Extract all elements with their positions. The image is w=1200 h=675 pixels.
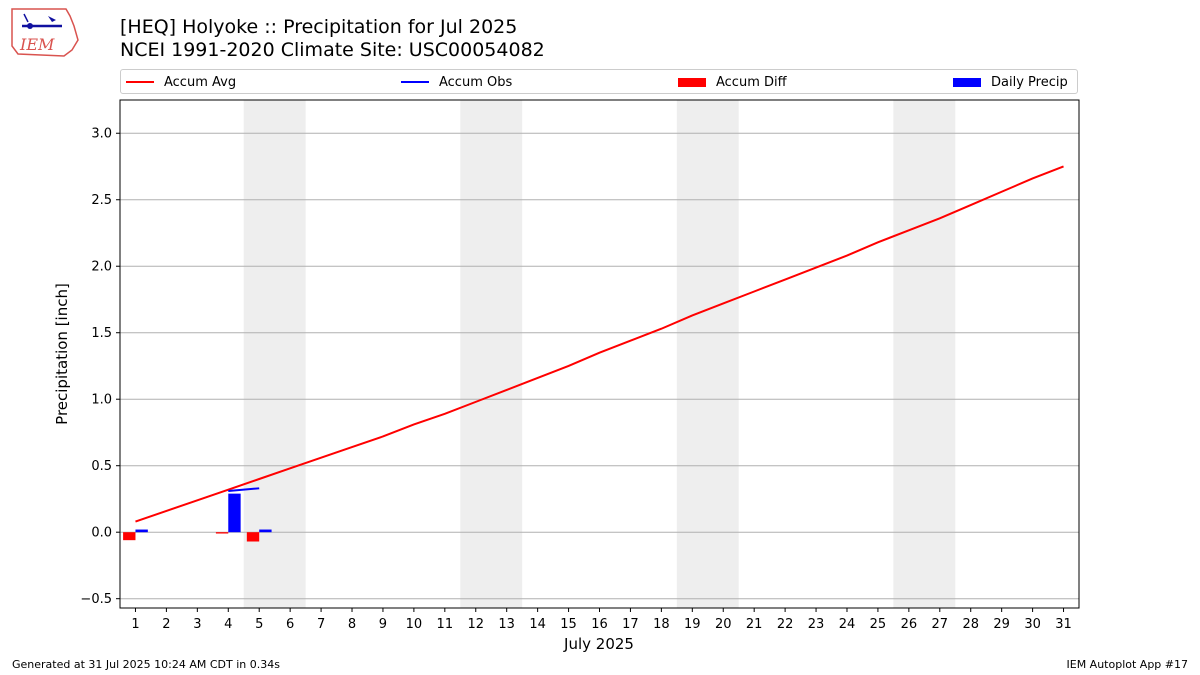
chart-legend: Accum Avg Accum Obs Accum Diff Daily Pre… (120, 69, 1078, 94)
x-tick-label: 8 (348, 617, 356, 632)
x-tick-label: 23 (808, 617, 825, 632)
daily-precip-bar-day-5 (259, 529, 272, 533)
weekend-band-4 (893, 100, 956, 608)
weekend-band-3 (676, 100, 739, 608)
x-tick-label: 7 (317, 617, 325, 632)
y-tick-label: 2.0 (91, 260, 112, 275)
x-tick-label: 9 (379, 617, 387, 632)
grid-lines (120, 132, 1079, 600)
y-tick-label: 0.5 (91, 459, 112, 474)
daily-precip-bar-day-1 (135, 529, 148, 533)
x-tick-label: 11 (437, 617, 454, 632)
y-tick-label: 3.0 (91, 127, 112, 142)
legend-item-accum-obs: Accum Obs (401, 74, 512, 90)
legend-item-daily-precip: Daily Precip (953, 74, 1068, 90)
legend-swatch-accum-avg (126, 81, 154, 83)
logo-text: IEM (19, 35, 55, 54)
x-tick-label: 1 (131, 617, 139, 632)
x-tick-label: 28 (962, 617, 979, 632)
x-axis-label: July 2025 (563, 635, 634, 653)
x-tick-label: 26 (901, 617, 918, 632)
accum-diff-bar-day-1 (123, 532, 136, 541)
weekend-shading (243, 100, 956, 608)
x-tick-label: 4 (224, 617, 232, 632)
lines (135, 165, 1064, 523)
footer-generated: Generated at 31 Jul 2025 10:24 AM CDT in… (12, 658, 280, 671)
x-tick-label: 21 (746, 617, 763, 632)
weekend-band-1 (243, 100, 306, 608)
y-tick-label: 1.5 (91, 326, 112, 341)
accum-diff-bar-day-5 (246, 532, 260, 542)
x-tick-label: 29 (993, 617, 1010, 632)
title-line-1: [HEQ] Holyoke :: Precipitation for Jul 2… (120, 16, 518, 38)
legend-item-accum-diff: Accum Diff (678, 74, 787, 90)
y-tick-label: 1.0 (91, 393, 112, 408)
iem-logo-icon: IEM (11, 8, 79, 57)
x-tick-label: 17 (622, 617, 639, 632)
legend-label-accum-diff: Accum Diff (716, 74, 787, 90)
x-tick-label: 6 (286, 617, 294, 632)
legend-label-accum-obs: Accum Obs (439, 74, 513, 90)
axis-ticks: −0.50.00.51.01.52.02.53.01 2 3 4 5 6 7 8 9 10 11 12… (80, 127, 1071, 632)
legend-swatch-accum-obs (401, 81, 429, 83)
x-tick-label: 30 (1024, 617, 1041, 632)
x-tick-label: 15 (560, 617, 577, 632)
x-tick-label: 12 (467, 617, 484, 632)
y-axis-label: Precipitation [inch] (53, 283, 71, 425)
x-tick-label: 27 (932, 617, 949, 632)
x-tick-label: 3 (193, 617, 201, 632)
x-tick-label: 5 (255, 617, 263, 632)
legend-swatch-daily-precip (953, 77, 981, 87)
y-tick-label: 0.0 (91, 526, 112, 541)
x-tick-label: 2 (162, 617, 170, 632)
x-tick-label: 31 (1055, 617, 1072, 632)
legend-swatch-accum-diff (678, 77, 706, 87)
legend-item-accum-avg: Accum Avg (126, 74, 236, 90)
footer-app: IEM Autoplot App #17 (1066, 658, 1189, 671)
x-tick-label: 10 (406, 617, 423, 632)
iem-logo: IEM (8, 6, 80, 62)
y-tick-label: −0.5 (80, 592, 112, 607)
accum-avg-line (135, 165, 1064, 523)
title-line-2: NCEI 1991-2020 Climate Site: USC00054082 (120, 39, 545, 61)
daily-precip-bar-day-4 (228, 493, 241, 533)
x-tick-label: 19 (684, 617, 701, 632)
x-tick-label: 20 (715, 617, 732, 632)
weekend-band-2 (460, 100, 523, 608)
accum-obs-line (228, 487, 260, 492)
bars (123, 493, 272, 542)
x-tick-label: 18 (653, 617, 670, 632)
x-tick-label: 14 (529, 617, 546, 632)
x-tick-label: 24 (839, 617, 856, 632)
legend-label-accum-avg: Accum Avg (164, 74, 237, 90)
legend-label-daily-precip: Daily Precip (991, 74, 1068, 90)
y-tick-label: 2.5 (91, 193, 112, 208)
chart-title: [HEQ] Holyoke :: Precipitation for Jul 2… (120, 16, 545, 62)
x-tick-label: 25 (870, 617, 887, 632)
x-tick-label: 22 (777, 617, 794, 632)
x-tick-label: 13 (498, 617, 515, 632)
x-tick-label: 16 (591, 617, 608, 632)
accum-diff-bar-day-4 (215, 532, 229, 534)
